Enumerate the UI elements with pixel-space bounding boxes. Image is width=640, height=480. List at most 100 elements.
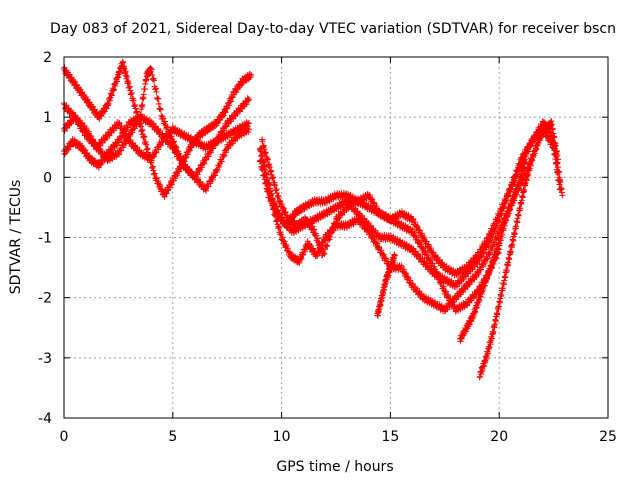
- data-point: [166, 137, 173, 144]
- data-point: [116, 151, 123, 158]
- series-1: [61, 58, 255, 200]
- data-point: [201, 160, 208, 167]
- data-point: [157, 105, 164, 112]
- data-point: [196, 168, 203, 175]
- data-point: [76, 118, 83, 125]
- data-point: [151, 77, 158, 84]
- data-point: [80, 126, 87, 133]
- data-point: [117, 135, 124, 142]
- data-point: [559, 192, 566, 199]
- data-point: [141, 133, 148, 140]
- data-point: [149, 71, 156, 78]
- data-point: [220, 153, 227, 160]
- data-point: [143, 76, 150, 83]
- data-point: [243, 101, 250, 108]
- data-point: [218, 158, 225, 165]
- x-tick-label: 0: [60, 429, 69, 445]
- data-point: [232, 137, 239, 144]
- data-point: [245, 97, 252, 104]
- data-point: [152, 85, 159, 92]
- data-point: [203, 156, 210, 163]
- data-point: [149, 76, 156, 83]
- data-point: [141, 86, 148, 93]
- data-point: [106, 132, 113, 139]
- data-point: [160, 115, 167, 122]
- data-point: [195, 175, 202, 182]
- data-point: [462, 273, 469, 280]
- data-point: [153, 89, 160, 96]
- data-point: [152, 86, 159, 93]
- series-3: [61, 111, 252, 194]
- data-point: [245, 96, 252, 103]
- data-point: [198, 164, 205, 171]
- data-point: [148, 66, 155, 73]
- x-tick-label: 15: [381, 429, 399, 445]
- data-point: [157, 142, 164, 149]
- data-point: [172, 146, 179, 153]
- y-tick-label: -1: [38, 231, 52, 247]
- y-tick-label: -4: [38, 411, 52, 427]
- data-point: [116, 119, 123, 126]
- y-tick-label: -2: [38, 291, 52, 307]
- data-point: [209, 176, 216, 183]
- data-point: [155, 146, 162, 153]
- chart-title: Day 083 of 2021, Sidereal Day-to-day VTE…: [50, 21, 616, 37]
- data-point: [129, 129, 136, 136]
- data-point: [151, 153, 158, 160]
- data-point: [245, 120, 252, 127]
- data-point: [245, 126, 252, 133]
- data-point: [152, 149, 159, 156]
- x-axis-label: GPS time / hours: [276, 459, 393, 475]
- x-tick-label: 25: [599, 429, 617, 445]
- data-point: [245, 128, 252, 135]
- x-tick-label: 10: [273, 429, 291, 445]
- data-point: [225, 145, 232, 152]
- data-point: [244, 123, 251, 130]
- data-point: [120, 126, 127, 133]
- data-point: [154, 95, 161, 102]
- data-point: [157, 106, 164, 113]
- data-points: [61, 58, 566, 381]
- data-point: [177, 154, 184, 161]
- data-point: [113, 142, 120, 149]
- data-point: [175, 151, 182, 158]
- x-tick-label: 5: [168, 429, 177, 445]
- data-point: [78, 123, 85, 130]
- data-point: [205, 153, 212, 160]
- data-point: [140, 91, 147, 98]
- x-tick-label: 20: [490, 429, 508, 445]
- data-point: [151, 170, 158, 177]
- data-point: [164, 123, 171, 130]
- data-point: [155, 95, 162, 102]
- data-point: [207, 149, 214, 156]
- data-point: [85, 128, 92, 135]
- data-point: [221, 152, 228, 159]
- y-tick-label: 2: [43, 50, 52, 66]
- data-point: [248, 72, 255, 79]
- data-point: [116, 139, 123, 146]
- data-point: [139, 101, 146, 108]
- data-point: [161, 118, 168, 125]
- data-point: [212, 172, 219, 179]
- series-4: [61, 112, 252, 164]
- data-point: [188, 168, 195, 175]
- data-point: [203, 187, 210, 194]
- data-point: [236, 108, 243, 115]
- data-point: [163, 124, 170, 131]
- data-point: [148, 157, 155, 164]
- y-tick-label: -3: [38, 351, 52, 367]
- data-point: [155, 100, 162, 107]
- data-point: [179, 157, 186, 164]
- data-point: [222, 149, 229, 156]
- series-2: [61, 64, 252, 182]
- y-axis-label: SDTVAR / TECUs: [8, 180, 24, 295]
- data-point: [130, 97, 137, 104]
- y-tick-label: 0: [43, 170, 52, 186]
- data-point: [553, 160, 560, 167]
- data-point: [128, 90, 135, 97]
- data-point: [216, 164, 223, 171]
- data-point: [131, 125, 138, 132]
- grid: [64, 57, 608, 418]
- y-tick-label: 1: [43, 110, 52, 126]
